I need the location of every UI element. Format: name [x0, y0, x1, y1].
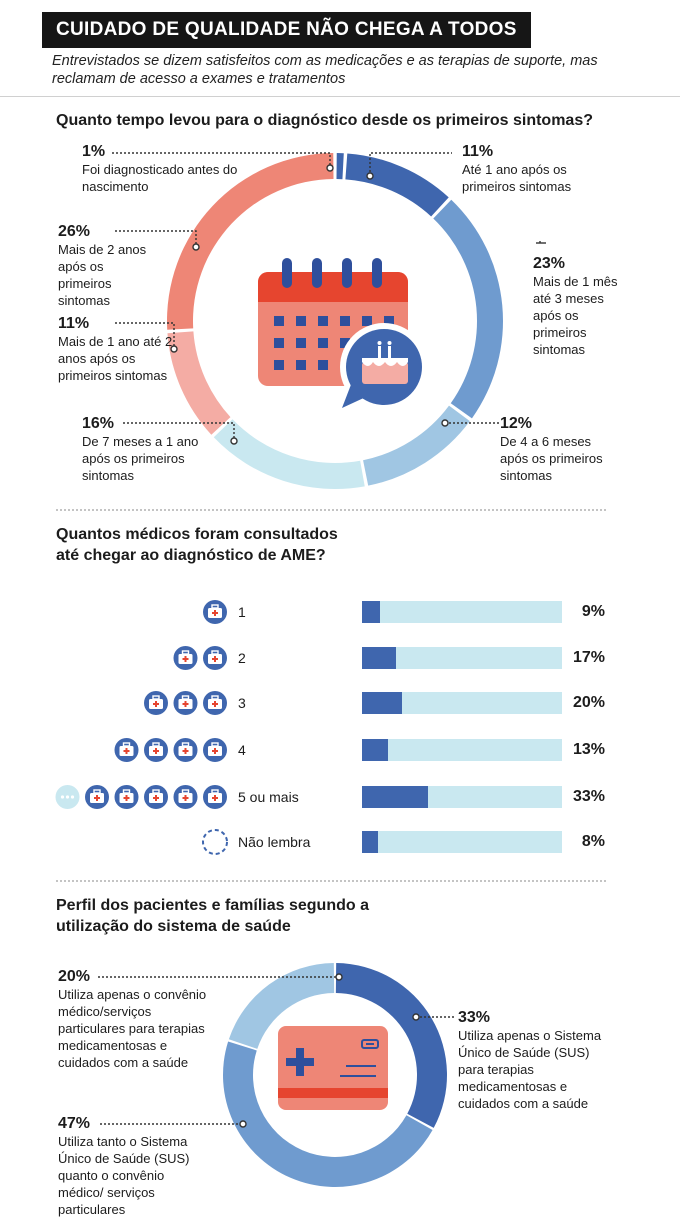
doctor-bag-cross: [153, 797, 159, 799]
slice-label-1-to-2-years: 11% Mais de 1 ano até 2 anos após os pri…: [58, 315, 173, 383]
more-icon-dot: [70, 795, 75, 799]
donut-slice-4: [213, 419, 365, 489]
doctor-bag-handle: [211, 695, 219, 700]
doctor-bag-cross: [94, 797, 100, 799]
divider: [0, 96, 680, 97]
doctor-bag-cross: [212, 612, 218, 614]
leader-dots-3: [239, 973, 420, 1128]
doctor-bag-handle: [122, 742, 131, 747]
chart1-title: Quanto tempo levou para o diagnóstico de…: [56, 112, 593, 129]
donut-slice-0: [335, 963, 447, 1128]
chart3-title: Perfil dos pacientes e famílias segundo …: [56, 897, 369, 935]
bar-track: [362, 692, 562, 714]
bar: [362, 739, 388, 761]
more-icon-dot: [65, 795, 70, 799]
doctor-bag-cross: [153, 750, 159, 752]
bar-category-label: 5 ou mais: [238, 789, 299, 805]
slice-label-private-only: 20% Utiliza apenas o convênio médico/ser…: [58, 968, 207, 1070]
bar-value-label: 9%: [581, 603, 605, 620]
slice-label-before-birth: 1% Foi diagnosticado antes do nascimento: [82, 143, 238, 194]
donut-slice-3: [363, 405, 470, 486]
bar-value-label: 13%: [572, 741, 605, 758]
bar: [362, 831, 378, 853]
doctor-bag-cross: [212, 703, 218, 705]
bar-category-label: 3: [238, 695, 246, 711]
bar: [362, 601, 380, 623]
bar-category-label: 1: [238, 604, 246, 620]
doctor-bag-handle: [211, 650, 219, 655]
donut-slice-5: [167, 331, 231, 435]
bar: [362, 647, 396, 669]
doctor-bag-cross: [212, 797, 218, 799]
doctor-bag-cross: [123, 797, 130, 799]
infographic-subtitle: Entrevistados se dizem satisfeitos com a…: [52, 53, 598, 87]
doctor-bag-handle: [181, 789, 190, 794]
doctor-bag-handle: [211, 789, 219, 794]
bar-value-label: 8%: [581, 833, 605, 850]
bar: [362, 786, 428, 808]
doctor-bag-cross: [212, 658, 218, 660]
doctor-bag-cross: [182, 797, 189, 799]
bar-track: [362, 831, 562, 853]
leader-lines-3: [98, 976, 455, 1125]
bar-track: [362, 786, 562, 808]
slice-label-up-to-1-year: 11% Até 1 ano após os primeiros sintomas: [462, 143, 572, 194]
doctor-bag-handle: [122, 789, 131, 794]
slice-label-1-to-3-months: 23% Mais de 1 mês até 3 meses após os pr…: [533, 255, 618, 357]
doctor-bag-cross: [182, 658, 189, 660]
doctor-bag-handle: [211, 604, 219, 609]
doctor-bag-handle: [93, 789, 101, 794]
doctor-bag-cross: [182, 703, 189, 705]
health-system-donut: [223, 963, 447, 1187]
birthday-cake-icon: [340, 323, 428, 411]
bar-value-label: 20%: [572, 694, 605, 711]
doctor-bag-handle: [152, 695, 160, 700]
bar-category-label: Não lembra: [238, 834, 311, 850]
bar-track: [362, 739, 562, 761]
doctor-bag-icons: [55, 600, 228, 855]
bar-track: [362, 647, 562, 669]
slice-label-4-to-6-months: 12% De 4 a 6 meses após os primeiros sin…: [500, 415, 603, 483]
health-card-icon: [278, 1026, 388, 1110]
doctor-bag-handle: [181, 650, 190, 655]
bar-value-label: 33%: [572, 788, 605, 805]
doctor-bag-handle: [211, 742, 219, 747]
donut-slice-6: [167, 153, 334, 330]
doctor-bag-cross: [182, 750, 189, 752]
bar-category-label: 4: [238, 742, 246, 758]
infographic-title: CUIDADO DE QUALIDADE NÃO CHEGA A TODOS: [42, 12, 531, 48]
donut-slice-1: [345, 153, 449, 217]
doctor-bag-cross: [212, 750, 218, 752]
unknown-doctor-icon: [202, 829, 228, 855]
bar-track: [362, 601, 562, 623]
doctor-bag-cross: [123, 750, 130, 752]
leader-dots-1: [170, 164, 449, 445]
doctor-bag-handle: [152, 789, 160, 794]
doctor-bag-handle: [152, 742, 160, 747]
donut-slice-1: [223, 1041, 433, 1187]
doctor-bag-cross: [153, 703, 159, 705]
chart2-title: Quantos médicos foram consultados até ch…: [56, 526, 338, 564]
donut-slice-0: [336, 153, 344, 180]
bar: [362, 692, 402, 714]
slice-label-sus-only: 33% Utiliza apenas o Sistema Único de Sa…: [458, 1009, 602, 1111]
bar-value-label: 17%: [572, 649, 605, 666]
slice-label-both: 47% Utiliza tanto o Sistema Único de Saú…: [58, 1115, 190, 1217]
donut-slice-2: [433, 199, 504, 419]
slice-label-7-months-to-1-year: 16% De 7 meses a 1 ano após os primeiros…: [82, 415, 199, 483]
bar-category-label: 2: [238, 650, 246, 666]
slice-label-over-2-years: 26% Mais de 2 anos após os primeiros sin…: [58, 223, 147, 308]
donut-slice-2: [228, 963, 335, 1049]
doctor-bag-handle: [181, 742, 190, 747]
doctor-bag-handle: [181, 695, 190, 700]
more-icon-dot: [60, 795, 65, 799]
